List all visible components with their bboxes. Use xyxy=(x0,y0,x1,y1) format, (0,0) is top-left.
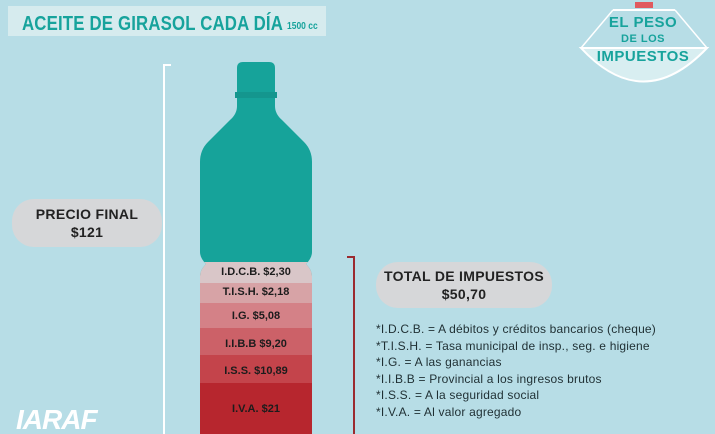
final-price-value: $121 xyxy=(70,224,104,240)
iaraf-logo: IARAF xyxy=(16,404,98,434)
tax-band-idcb xyxy=(200,262,312,283)
total-taxes-label: TOTAL DE IMPUESTOS xyxy=(384,268,544,284)
scale-icon xyxy=(578,2,710,83)
tax-label-iibb: I.I.B.B $9,20 xyxy=(225,338,287,350)
title-box: ACEITE DE GIRASOL CADA DÍA 1500 cc xyxy=(8,6,326,36)
glossary-item: *I.D.C.B. = A débitos y créditos bancari… xyxy=(376,322,657,336)
glossary-item: *I.S.S. = A la seguridad social xyxy=(376,388,540,402)
tax-band-tish xyxy=(200,283,312,303)
tax-label-ig: I.G. $5,08 xyxy=(231,310,281,322)
badge-line-1: EL PESO xyxy=(608,14,678,31)
tax-band-iva xyxy=(200,383,312,434)
tax-glossary: *I.D.C.B. = A débitos y créditos bancari… xyxy=(376,321,712,420)
price-bracket xyxy=(163,64,171,434)
total-taxes-value: $50,70 xyxy=(441,286,487,302)
final-price-label: PRECIO FINAL xyxy=(35,206,139,222)
glossary-item: *I.I.B.B = Provincial a los ingresos bru… xyxy=(376,371,602,386)
tax-label-idcb: I.D.C.B. $2,30 xyxy=(221,266,291,278)
tax-label-iva: I.V.A. $21 xyxy=(232,403,280,415)
tax-label-tish: T.I.S.H. $2,18 xyxy=(222,286,290,298)
glossary-item: *T.I.S.H. = Tasa municipal de insp., seg… xyxy=(376,338,650,353)
page-title: ACEITE DE GIRASOL CADA DÍA xyxy=(22,13,284,35)
glossary-item: *I.G. = A las ganancias xyxy=(376,355,502,369)
tax-label-iss: I.S.S. $10,89 xyxy=(224,365,288,377)
final-price-pill: PRECIO FINAL $121 xyxy=(12,199,162,247)
tax-band-ig xyxy=(200,303,312,328)
total-taxes-pill: TOTAL DE IMPUESTOS $50,70 xyxy=(376,262,552,308)
badge-line-2: DE LOS xyxy=(621,33,665,45)
volume-label: 1500 cc xyxy=(287,21,318,32)
badge-line-3: IMPUESTOS xyxy=(596,48,690,65)
tax-bracket xyxy=(347,256,355,434)
tax-band-iibb xyxy=(200,328,312,355)
bottle-icon xyxy=(200,62,312,434)
glossary-item: *I.V.A. = Al valor agregado xyxy=(376,404,522,419)
tax-weight-badge: EL PESO DE LOS IMPUESTOS xyxy=(573,0,715,96)
tax-band-iss xyxy=(200,355,312,383)
